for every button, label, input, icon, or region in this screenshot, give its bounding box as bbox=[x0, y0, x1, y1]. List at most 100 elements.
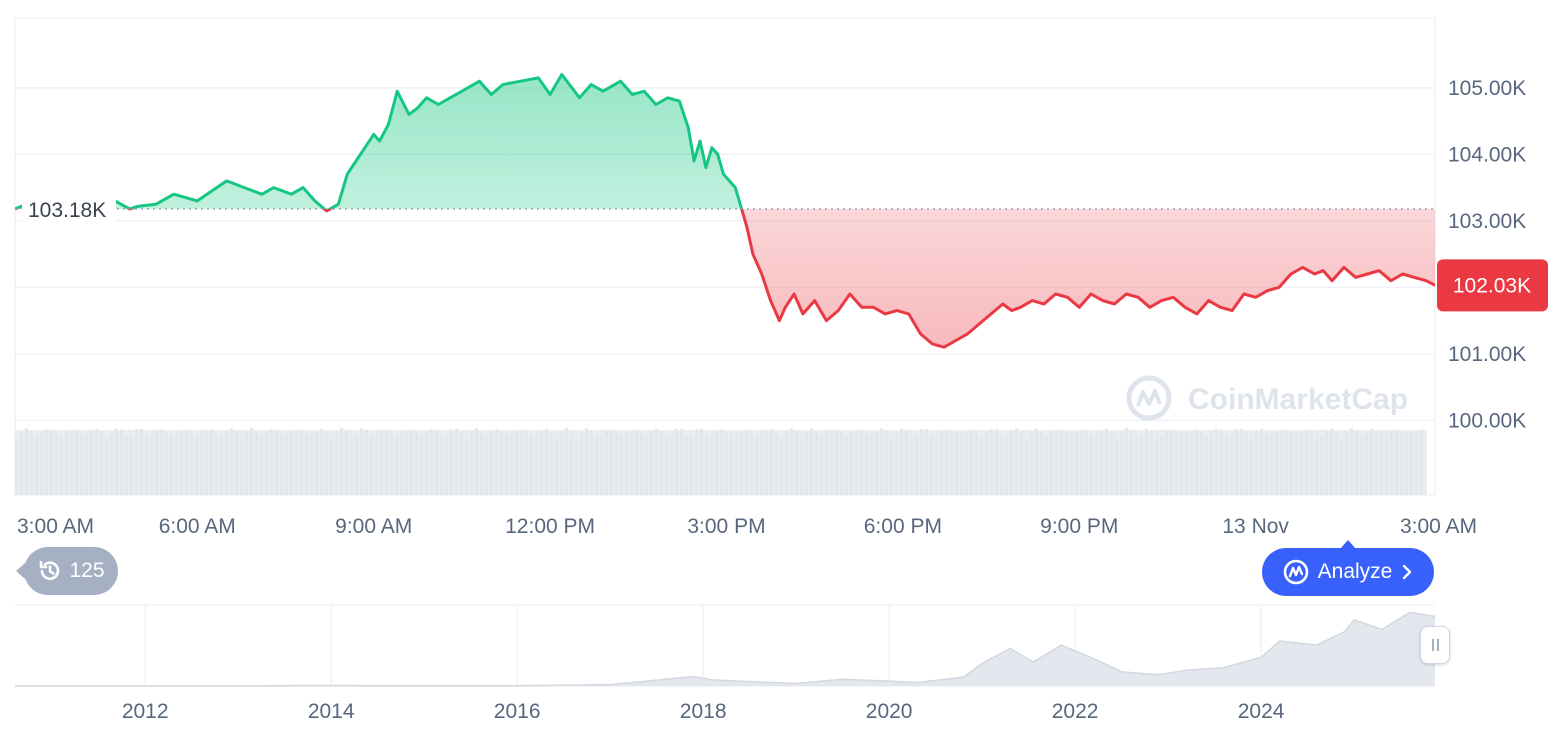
volume-bar bbox=[665, 437, 668, 495]
volume-bar bbox=[135, 428, 138, 495]
volume-bar bbox=[130, 435, 133, 495]
volume-bar bbox=[305, 434, 308, 495]
volume-bar bbox=[475, 428, 478, 495]
volume-bar bbox=[200, 433, 203, 495]
volume-bar bbox=[360, 428, 363, 495]
volume-bar bbox=[1385, 434, 1388, 495]
price-line-up[interactable] bbox=[15, 73, 1435, 348]
volume-bar bbox=[655, 428, 658, 495]
volume-bar bbox=[780, 437, 783, 495]
volume-bar bbox=[1045, 435, 1048, 495]
volume-bar bbox=[1175, 431, 1178, 495]
volume-bar bbox=[355, 433, 358, 495]
volume-bar bbox=[1040, 432, 1043, 495]
volume-bar bbox=[280, 433, 283, 495]
volume-bar bbox=[165, 432, 168, 495]
volume-bar bbox=[1350, 428, 1353, 495]
current-price-label: 102.03K bbox=[1453, 274, 1531, 297]
range-navigator[interactable]: 2012 2014 2016 2018 2020 2022 2024 bbox=[14, 604, 1436, 723]
volume-bar bbox=[1010, 429, 1013, 495]
volume-bar bbox=[140, 428, 143, 495]
volume-bar bbox=[795, 432, 798, 495]
volume-bar bbox=[1305, 430, 1308, 495]
volume-bar bbox=[155, 430, 158, 495]
volume-bar bbox=[850, 432, 853, 495]
volume-bar bbox=[1190, 432, 1193, 495]
volume-bar bbox=[940, 430, 943, 495]
volume-bar bbox=[180, 430, 183, 495]
volume-bar bbox=[675, 428, 678, 495]
volume-bar bbox=[875, 432, 878, 495]
volume-bar bbox=[760, 434, 763, 495]
volume-bar bbox=[1085, 429, 1088, 495]
baseline-label-bg bbox=[22, 193, 116, 224]
volume-bar bbox=[905, 429, 908, 495]
volume-bar bbox=[1195, 429, 1198, 495]
y-tick-label: 104.00K bbox=[1448, 143, 1526, 166]
y-tick-label: 100.00K bbox=[1448, 409, 1526, 432]
volume-bar bbox=[1300, 432, 1303, 495]
volume-bar bbox=[590, 430, 593, 495]
volume-bar bbox=[1410, 433, 1413, 495]
volume-bar bbox=[265, 432, 268, 495]
volume-bar bbox=[30, 430, 33, 495]
volume-bar bbox=[495, 429, 498, 495]
volume-bar bbox=[840, 432, 843, 495]
volume-bar bbox=[745, 430, 748, 495]
volume-bar bbox=[220, 436, 223, 495]
volume-bar bbox=[955, 433, 958, 495]
volume-bar bbox=[435, 429, 438, 495]
volume-bar bbox=[205, 429, 208, 495]
volume-bar bbox=[710, 436, 713, 495]
price-line-down[interactable] bbox=[15, 75, 1435, 349]
volume-bar bbox=[1005, 436, 1008, 495]
volume-bar bbox=[1150, 430, 1153, 495]
volume-bar bbox=[880, 428, 883, 495]
history-badge[interactable]: 125 bbox=[16, 547, 118, 595]
volume-bar bbox=[720, 429, 723, 495]
volume-bar bbox=[255, 431, 258, 495]
volume-bar bbox=[445, 435, 448, 495]
volume-bar bbox=[1135, 437, 1138, 495]
volume-bar bbox=[460, 434, 463, 495]
x-tick-label: 12:00 PM bbox=[505, 515, 595, 538]
volume-bar bbox=[1105, 428, 1108, 495]
volume-bar bbox=[565, 428, 568, 495]
volume-bar bbox=[35, 436, 38, 495]
volume-bar bbox=[430, 429, 433, 495]
volume-bar bbox=[275, 431, 278, 495]
volume-bar bbox=[480, 432, 483, 495]
volume-bar bbox=[70, 431, 73, 495]
volume-bar bbox=[320, 428, 323, 495]
volume-bar bbox=[600, 434, 603, 495]
volume-bar bbox=[395, 434, 398, 495]
volume-bar bbox=[25, 428, 28, 495]
volume-bar bbox=[645, 435, 648, 495]
volume-bar bbox=[50, 430, 53, 495]
volume-bar bbox=[980, 436, 983, 495]
volume-bar bbox=[1000, 434, 1003, 495]
analyze-button[interactable]: Analyze bbox=[1262, 540, 1434, 596]
volume-bar bbox=[685, 435, 688, 495]
volume-bar bbox=[1270, 435, 1273, 495]
volume-bar bbox=[945, 430, 948, 495]
volume-bar bbox=[370, 435, 373, 495]
volume-bar bbox=[270, 429, 273, 495]
volume-bar bbox=[735, 433, 738, 495]
volume-bar bbox=[1310, 429, 1313, 495]
volume-bar bbox=[160, 429, 163, 495]
volume-bar bbox=[505, 433, 508, 495]
coinmarketcap-watermark: CoinMarketCap bbox=[1126, 375, 1408, 421]
volume-bar bbox=[190, 431, 193, 495]
volume-bar bbox=[625, 432, 628, 495]
volume-bar bbox=[1345, 431, 1348, 495]
volume-bar bbox=[820, 435, 823, 495]
volume-bar bbox=[85, 434, 88, 495]
volume-bar bbox=[580, 432, 583, 495]
volume-bar bbox=[930, 434, 933, 495]
volume-bar bbox=[965, 431, 968, 495]
volume-bar bbox=[1160, 435, 1163, 495]
navigator-handle[interactable] bbox=[1420, 626, 1450, 664]
